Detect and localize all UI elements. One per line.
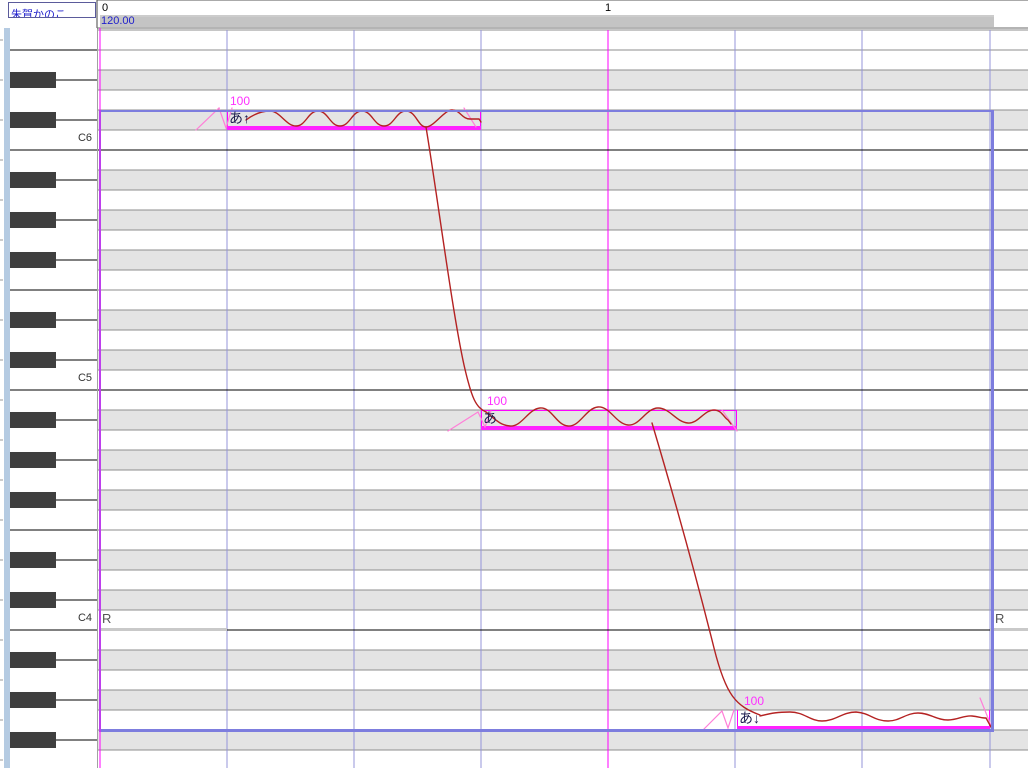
note-intensity: 100 bbox=[487, 394, 508, 408]
rest-note-label[interactable]: R bbox=[102, 611, 112, 626]
note-intensity: 100 bbox=[230, 94, 251, 108]
note-lyric: あ bbox=[483, 410, 497, 426]
ruler-measure-1[interactable]: 1 bbox=[605, 2, 612, 14]
track-name-box[interactable]: 朱賀かのこ bbox=[8, 2, 96, 18]
octave-label-c5: C5 bbox=[77, 372, 92, 384]
note-lyric: あ↑ bbox=[229, 110, 250, 126]
rest-note-label[interactable]: R bbox=[995, 611, 1005, 626]
ruler-measure-0[interactable]: 0 bbox=[102, 2, 109, 14]
note[interactable]: あ↑ bbox=[227, 110, 481, 130]
note[interactable]: あ↓ bbox=[737, 710, 990, 730]
octave-label-c6: C6 bbox=[77, 132, 92, 144]
track-name: 朱賀かのこ bbox=[11, 9, 66, 18]
octave-label-c4: C4 bbox=[77, 612, 92, 624]
note-lyric: あ↓ bbox=[739, 710, 760, 726]
tempo-value[interactable]: 120.00 bbox=[101, 15, 135, 27]
note[interactable]: あ bbox=[481, 410, 737, 430]
note-intensity: 100 bbox=[744, 694, 765, 708]
